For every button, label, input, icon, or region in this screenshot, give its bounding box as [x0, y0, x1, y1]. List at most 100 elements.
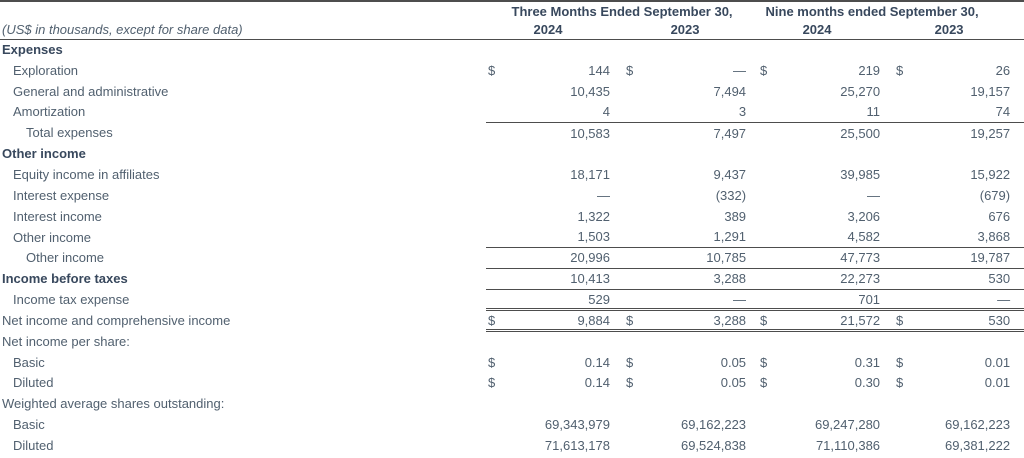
- dollar-spacer: [758, 289, 778, 310]
- year-header-4: 2023: [894, 20, 1024, 40]
- value-cell: 144: [588, 62, 610, 78]
- row-label: Other income: [26, 250, 105, 266]
- value-cell: 71,613,178: [544, 437, 610, 453]
- value-cell: 3,868: [977, 229, 1011, 245]
- value-cell: 10,583: [506, 121, 624, 144]
- table-row: Net income and comprehensive income $9,88…: [0, 308, 1024, 333]
- dollar-spacer: [486, 393, 506, 414]
- value-cell: [778, 331, 894, 352]
- dollar-spacer: [894, 414, 914, 435]
- value-cell: 69,381,222: [945, 437, 1011, 453]
- dollar-spacer: [758, 102, 778, 123]
- column-group-three-months: Three Months Ended September 30,: [511, 3, 733, 19]
- column-group-nine-months: Nine months ended September 30,: [765, 3, 979, 19]
- table-row: Interest expense — (332) — (679): [0, 185, 1024, 206]
- dollar-sign: $: [896, 354, 904, 370]
- value-cell: [914, 143, 1024, 164]
- dollar-sign: $: [488, 375, 496, 391]
- value-cell: 69,247,280: [814, 417, 881, 433]
- value-cell: (679): [979, 187, 1011, 203]
- value-cell: 701: [858, 291, 881, 307]
- value-cell: 4: [602, 104, 610, 120]
- value-cell: [506, 39, 624, 60]
- dollar-spacer: [894, 246, 915, 269]
- dollar-spacer: [624, 268, 644, 290]
- table-row: Diluted $0.14 $0.05 $0.30 $0.01: [0, 373, 1024, 394]
- dollar-sign: $: [488, 62, 496, 78]
- dollar-spacer: [758, 414, 778, 435]
- row-label: Expenses: [2, 42, 63, 58]
- row-label: Total expenses: [26, 125, 113, 141]
- dollar-spacer: [624, 331, 644, 352]
- dollar-spacer: [486, 289, 506, 310]
- row-label: Equity income in affiliates: [13, 166, 160, 182]
- dollar-sign: $: [760, 62, 768, 78]
- table-row: Income before taxes 10,413 3,288 22,273 530: [0, 268, 1024, 290]
- value-cell: 530: [914, 268, 1024, 290]
- value-cell: 676: [988, 208, 1011, 224]
- value-cell: 69,524,838: [680, 437, 747, 453]
- dollar-spacer: [758, 393, 778, 414]
- dollar-spacer: [894, 227, 914, 248]
- unit-note: (US$ in thousands, except for share data…: [0, 20, 486, 40]
- dollar-sign: $: [626, 375, 634, 391]
- dollar-spacer: [624, 289, 644, 310]
- table-row: Interest income 1,322 389 3,206 676: [0, 206, 1024, 227]
- dollar-spacer: [894, 39, 914, 60]
- dollar-sign: $: [760, 375, 768, 391]
- value-cell: 69,343,979: [544, 417, 610, 433]
- dollar-spacer: [758, 39, 778, 60]
- value-cell: 1,503: [577, 229, 610, 245]
- value-cell: 26: [995, 62, 1011, 78]
- table-body: Expenses Exploration $144 $ — $219 $26 General …: [0, 39, 1024, 456]
- value-cell: [778, 143, 894, 164]
- value-cell: [506, 143, 624, 164]
- dollar-spacer: [758, 121, 779, 144]
- value-cell: 25,270: [840, 83, 881, 99]
- header-spacer: [0, 1, 486, 20]
- period-group-row: Three Months Ended September 30, Nine mo…: [0, 1, 1024, 20]
- value-cell: [506, 393, 624, 414]
- value-cell: 219: [858, 62, 881, 78]
- value-cell: [644, 393, 758, 414]
- value-cell: 20,996: [506, 246, 624, 269]
- value-cell: [778, 39, 894, 60]
- dollar-sign: $: [624, 308, 644, 333]
- dollar-spacer: [486, 185, 506, 206]
- dollar-sign: $: [896, 375, 904, 391]
- dollar-spacer: [894, 268, 915, 290]
- dollar-spacer: [486, 435, 506, 456]
- value-cell: [644, 143, 758, 164]
- row-label: Diluted: [13, 375, 54, 391]
- dollar-spacer: [758, 246, 779, 269]
- value-cell: 22,273: [778, 268, 895, 290]
- dollar-spacer: [486, 102, 506, 123]
- row-label: Income tax expense: [13, 292, 130, 308]
- dollar-spacer: [486, 39, 506, 60]
- value-cell: 0.01: [984, 354, 1011, 370]
- row-label: Interest expense: [13, 187, 110, 203]
- dollar-spacer: [758, 331, 778, 352]
- dollar-spacer: [486, 414, 506, 435]
- row-label: Basic: [13, 354, 45, 370]
- value-cell: 74: [995, 104, 1011, 120]
- row-label: Exploration: [13, 62, 79, 78]
- dollar-spacer: [624, 414, 644, 435]
- dollar-spacer: [624, 206, 644, 227]
- value-cell: 19,787: [914, 246, 1024, 269]
- dollar-spacer: [624, 393, 644, 414]
- dollar-spacer: [894, 331, 914, 352]
- value-cell: 3,288: [644, 268, 759, 290]
- dollar-sign: $: [894, 308, 915, 333]
- value-cell: [914, 331, 1024, 352]
- row-label: Amortization: [13, 104, 86, 120]
- dollar-spacer: [758, 268, 779, 290]
- value-cell: 4,582: [847, 229, 881, 245]
- table-row: General and administrative 10,435 7,494 25,…: [0, 81, 1024, 102]
- row-label: Interest income: [13, 208, 102, 224]
- value-cell: 39,985: [840, 166, 881, 182]
- dollar-spacer: [486, 227, 506, 248]
- value-cell: 530: [914, 308, 1024, 333]
